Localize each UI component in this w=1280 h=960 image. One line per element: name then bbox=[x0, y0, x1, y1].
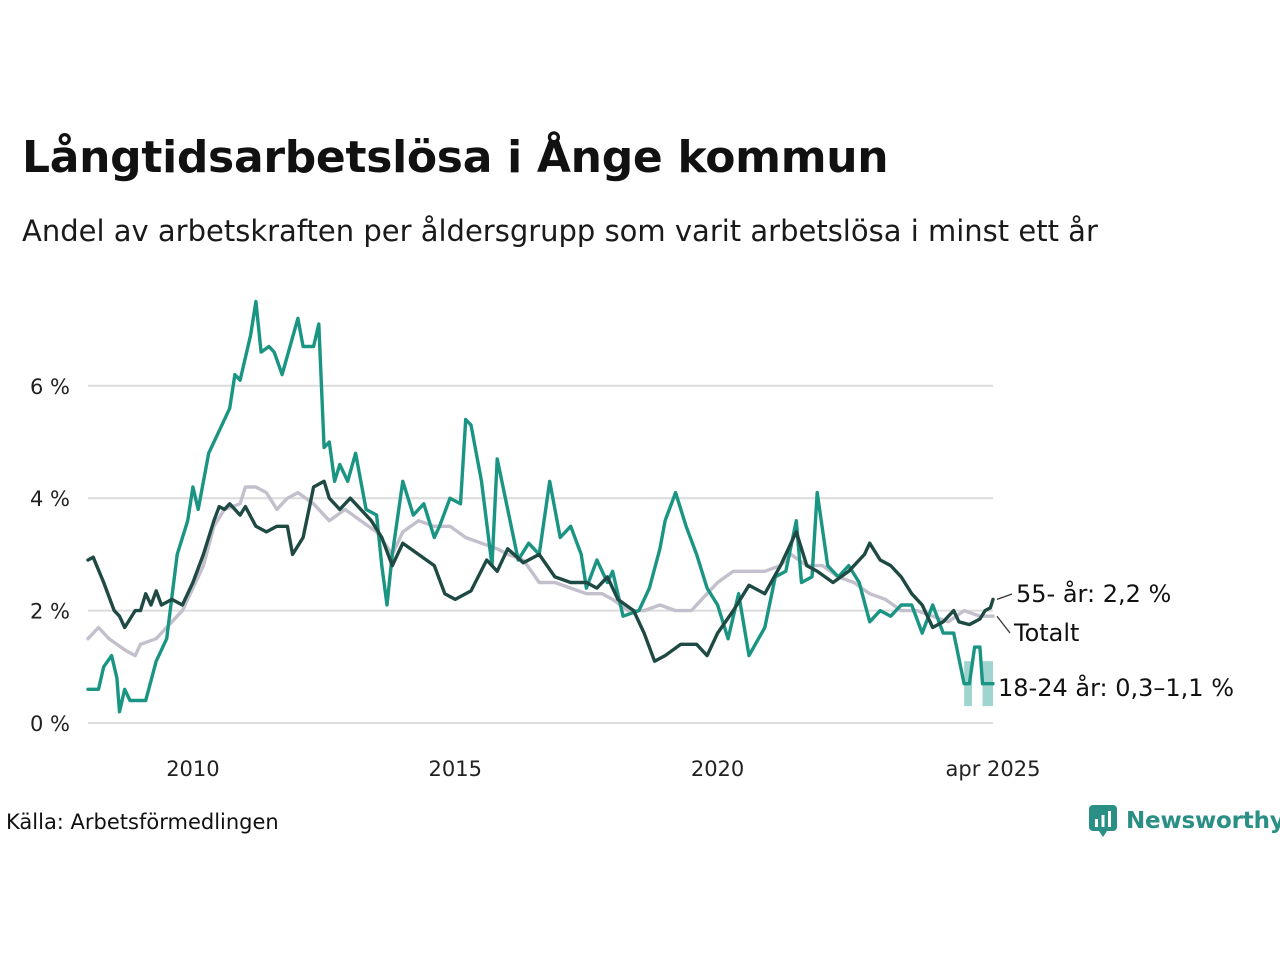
label-leader-line bbox=[996, 593, 1013, 600]
series-label-age55: 55- år: 2,2 % bbox=[1016, 579, 1171, 608]
y-tick-label: 4 % bbox=[30, 487, 70, 511]
y-tick-label: 2 % bbox=[30, 600, 70, 624]
x-tick-label: apr 2025 bbox=[946, 757, 1041, 781]
series-line-totalt bbox=[86, 485, 995, 658]
chart-title: Långtidsarbetslösa i Ånge kommun bbox=[22, 132, 889, 183]
series-lines bbox=[86, 299, 995, 714]
y-axis-tick-labels: 0 % 2 % 4 % 6 % bbox=[30, 375, 70, 736]
newsworthy-logo-icon bbox=[1089, 805, 1117, 837]
series-line-age55 bbox=[86, 479, 995, 663]
series-end-labels: 55- år: 2,2 % Totalt 18-24 år: 0,3–1,1 % bbox=[996, 579, 1234, 702]
y-tick-label: 6 % bbox=[30, 375, 70, 399]
series-label-age18_24: 18-24 år: 0,3–1,1 % bbox=[998, 673, 1234, 702]
x-tick-label: 2015 bbox=[429, 757, 482, 781]
x-axis-tick-labels: 2010 2015 2020 apr 2025 bbox=[166, 757, 1040, 781]
series-line-age18_24 bbox=[86, 299, 995, 714]
grid-lines bbox=[88, 384, 993, 724]
newsworthy-logo[interactable]: Newsworthy bbox=[1088, 804, 1280, 838]
x-tick-label: 2020 bbox=[691, 757, 744, 781]
label-leader-line bbox=[996, 615, 1011, 634]
brand-name: Newsworthy bbox=[1126, 808, 1280, 834]
series-label-totalt: Totalt bbox=[1013, 619, 1079, 647]
x-tick-label: 2010 bbox=[166, 757, 219, 781]
y-tick-label: 0 % bbox=[30, 712, 70, 736]
source-note: Källa: Arbetsförmedlingen bbox=[6, 810, 279, 834]
chart-subtitle: Andel av arbetskraften per åldersgrupp s… bbox=[22, 214, 1098, 248]
